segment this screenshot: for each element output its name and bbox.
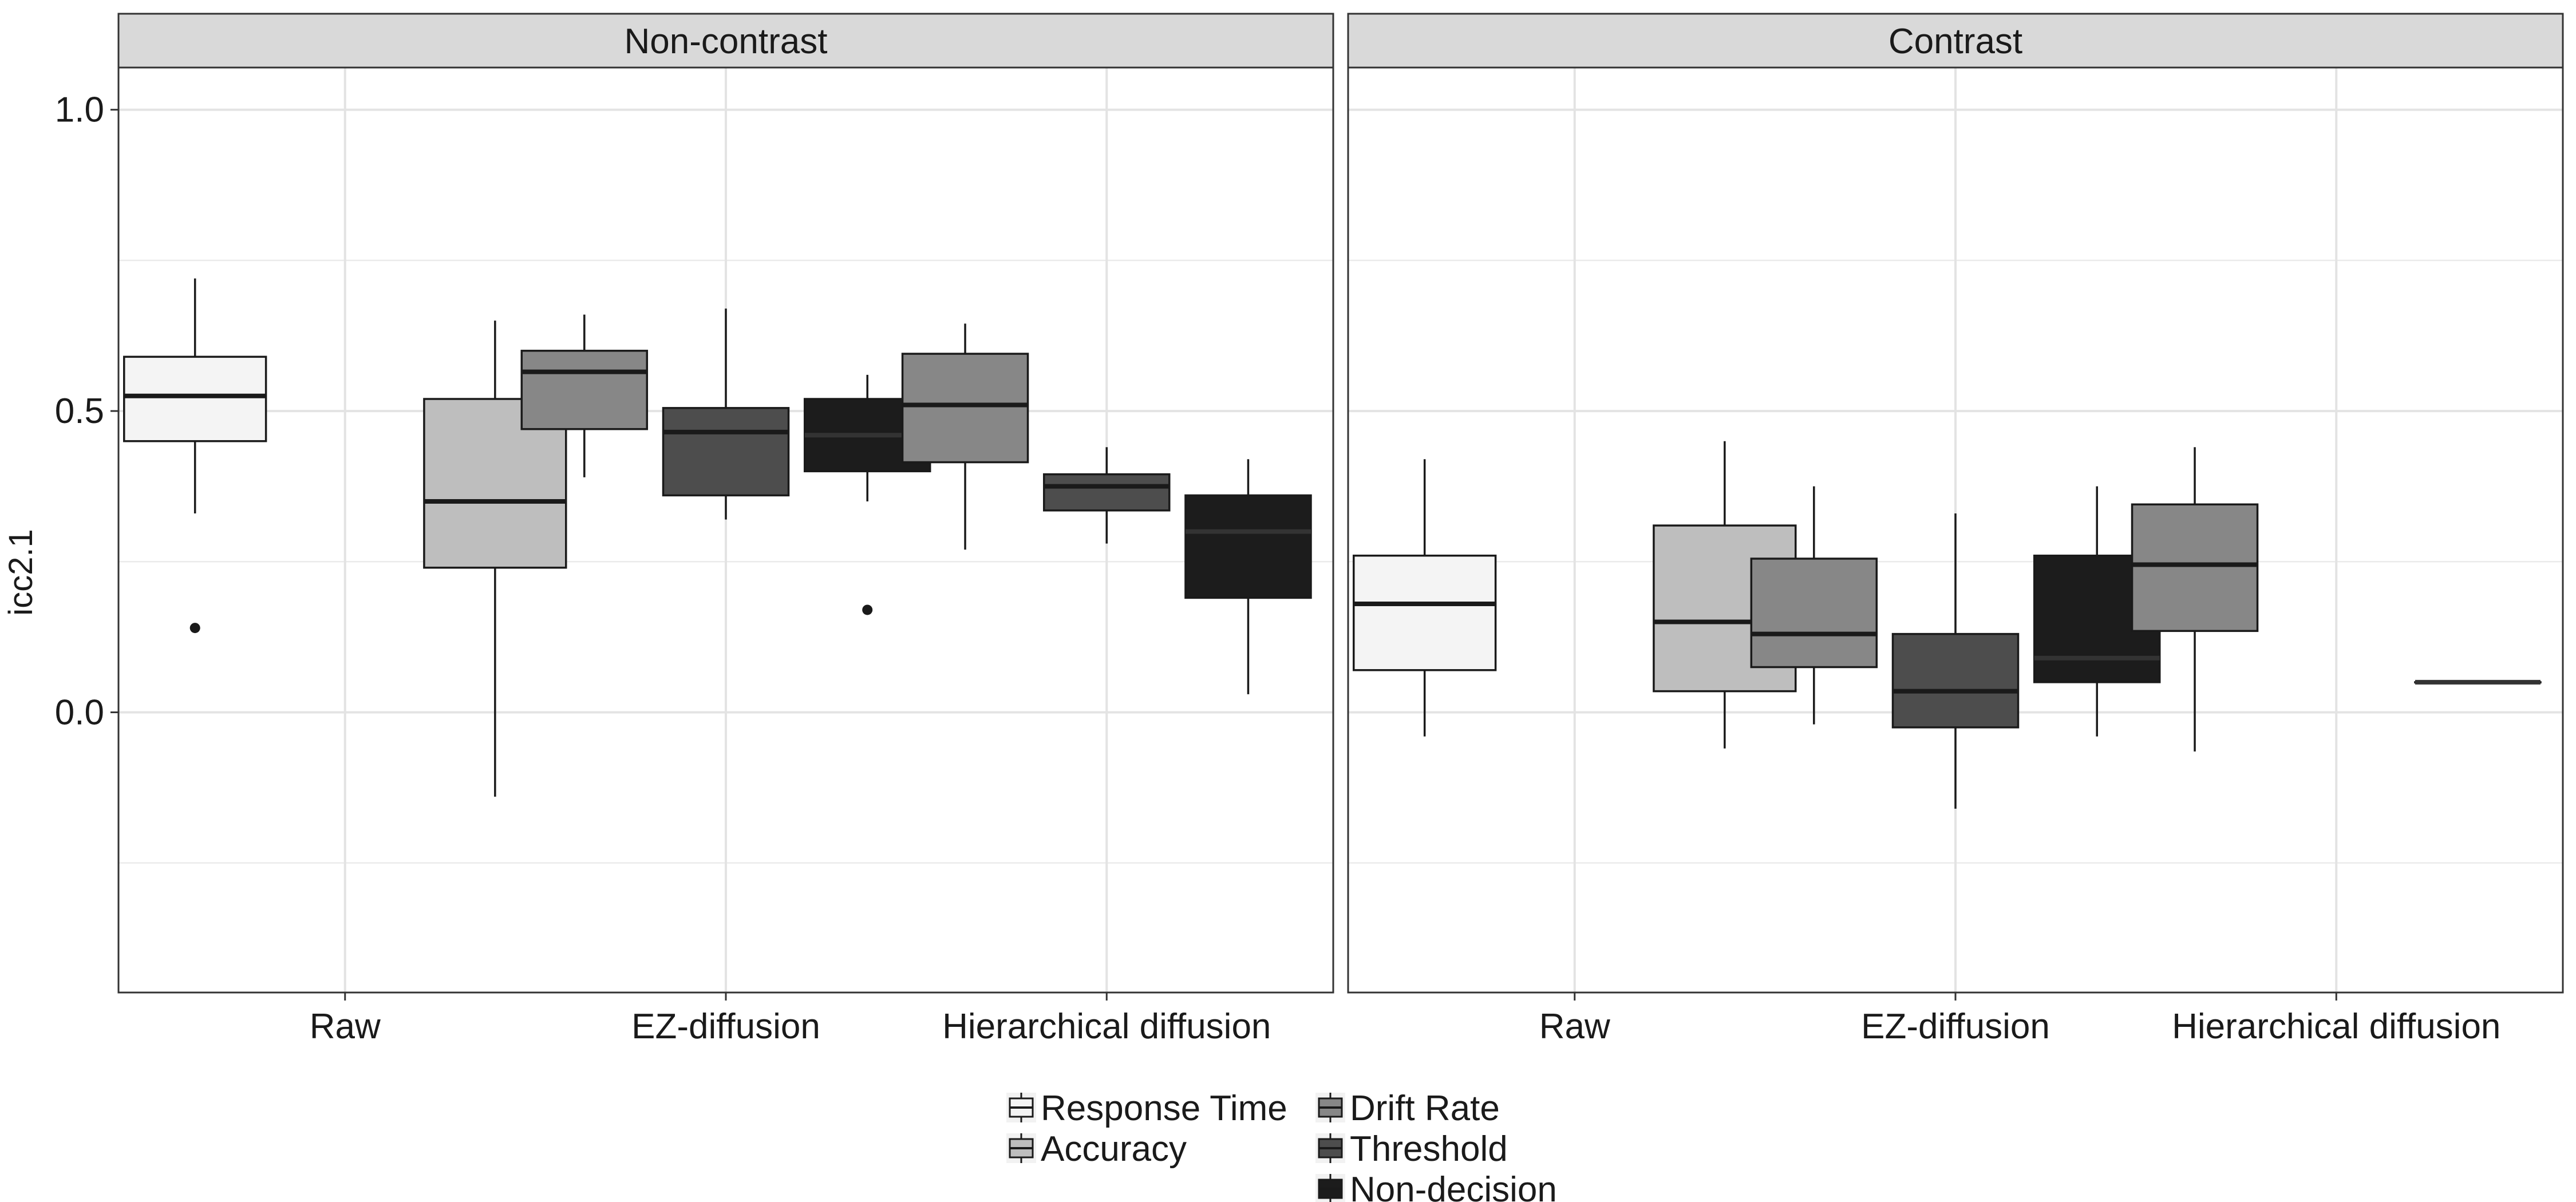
box-body: [662, 407, 790, 497]
legend-label: Drift Rate: [1350, 1089, 1500, 1128]
box-body: [1891, 632, 2020, 729]
y-tick-label: 0.0: [55, 693, 104, 732]
box-drift-rate: [1750, 486, 1878, 725]
legend-label: Response Time: [1041, 1089, 1287, 1128]
box-body: [901, 353, 1029, 464]
box-drift-rate: [520, 314, 649, 477]
legend-item: Non-decision: [1315, 1170, 1557, 1202]
panel-strip-title: Non-contrast: [625, 22, 828, 61]
y-tick-label: 0.5: [55, 392, 104, 431]
x-tick-label: Raw: [310, 1007, 381, 1046]
x-tick-label: Hierarchical diffusion: [942, 1007, 1271, 1046]
panel-strip: [117, 13, 1334, 69]
box-body: [1184, 494, 1312, 599]
y-tick-label: 1.0: [55, 90, 104, 130]
y-axis-title: icc2.1: [2, 529, 39, 616]
panel-strip: [1347, 13, 2564, 69]
box-body: [520, 350, 649, 430]
box-drift-rate: [2131, 447, 2259, 752]
legend-item: Threshold: [1315, 1129, 1508, 1169]
x-tick-label: Hierarchical diffusion: [2172, 1007, 2500, 1046]
x-tick-label: EZ-diffusion: [1861, 1007, 2050, 1046]
legend-label: Non-decision: [1350, 1170, 1557, 1202]
box-drift-rate: [901, 323, 1029, 550]
panel-0: Non-contrast Raw EZ-diffusion Hierarchical …: [117, 13, 1334, 1046]
box-body: [123, 355, 267, 442]
x-tick-label: Raw: [1539, 1007, 1610, 1046]
box-body: [2131, 503, 2259, 632]
panel-1: Contrast Raw EZ-diffusion Hierarchical diff…: [1347, 13, 2564, 1046]
box-response-time: [123, 278, 267, 634]
box-body: [1043, 473, 1171, 512]
x-tick-label: EZ-diffusion: [631, 1007, 820, 1046]
panel-strip-title: Contrast: [1888, 22, 2022, 61]
legend-item: Accuracy: [1006, 1129, 1187, 1169]
legend-item: Response Time: [1006, 1089, 1287, 1128]
box-response-time: [1353, 459, 1497, 737]
box-threshold: [1043, 447, 1171, 544]
box-outlier: [862, 604, 873, 615]
box-non-decision: [2414, 679, 2542, 685]
box-non-decision: [1184, 459, 1312, 694]
legend-item: Drift Rate: [1315, 1089, 1500, 1128]
panels-layer: Non-contrast Raw EZ-diffusion Hierarchical …: [117, 13, 2564, 1046]
box-body: [1353, 554, 1497, 671]
axis-layer: icc2.1 0.0 0.5 1.0: [2, 90, 118, 732]
box-threshold: [1891, 513, 2020, 809]
box-threshold: [662, 309, 790, 520]
box-body: [1750, 557, 1878, 669]
legend-label: Threshold: [1350, 1129, 1508, 1169]
box-outlier: [189, 623, 200, 634]
legend-label: Accuracy: [1041, 1129, 1187, 1169]
